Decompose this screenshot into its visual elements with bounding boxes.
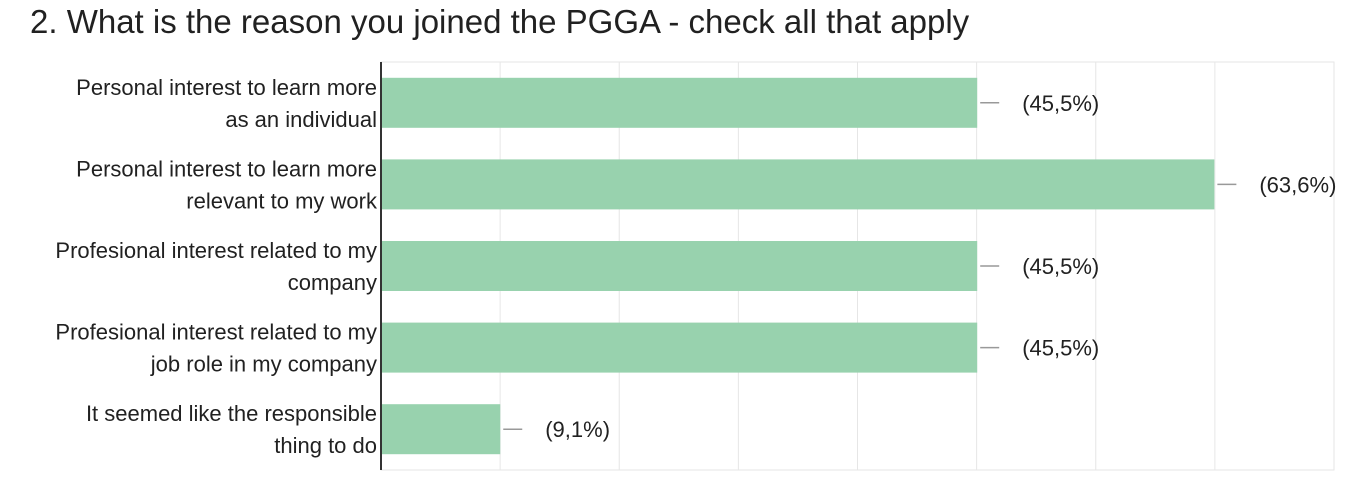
data-label: (45,5%)	[1022, 254, 1099, 279]
category-label: thing to do	[274, 433, 377, 458]
value-labels: (45,5%) (63,6%) (45,5%) (45,5%) (9,1%)	[503, 91, 1336, 442]
category-label: It seemed like the responsible	[86, 401, 377, 426]
bar	[381, 77, 978, 128]
bar	[381, 404, 501, 455]
data-label: (9,1%)	[545, 417, 610, 442]
category-label: relevant to my work	[186, 188, 378, 213]
category-label: as an individual	[225, 107, 377, 132]
bar	[381, 241, 978, 291]
category-label: Personal interest to learn more	[76, 156, 377, 181]
category-label: Profesional interest related to my	[55, 238, 377, 263]
bar	[381, 159, 1215, 210]
category-label: job role in my company	[150, 352, 377, 377]
data-label: (45,5%)	[1022, 336, 1099, 361]
category-labels: Personal interest to learn more as an ind…	[55, 75, 378, 458]
chart-title: 2. What is the reason you joined the PGG…	[30, 3, 970, 40]
category-label: company	[288, 270, 377, 295]
data-label: (63,6%)	[1259, 172, 1336, 197]
bars	[381, 77, 1215, 455]
category-label: Personal interest to learn more	[76, 75, 377, 100]
category-label: Profesional interest related to my	[55, 320, 377, 345]
data-label: (45,5%)	[1022, 91, 1099, 116]
bar	[381, 322, 978, 373]
